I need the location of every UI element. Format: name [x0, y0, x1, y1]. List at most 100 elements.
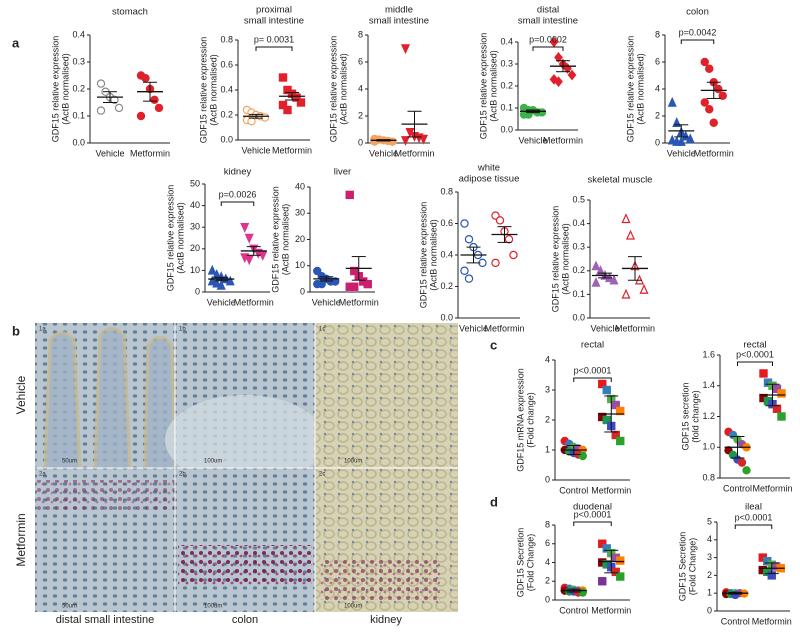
data-point	[225, 275, 235, 286]
p-value: p=0.0026	[219, 189, 257, 199]
data-point	[345, 190, 354, 200]
y-tick-label: 0.6	[440, 218, 453, 228]
y-axis-label: (ActB normalised)	[280, 204, 290, 276]
data-point	[207, 275, 217, 286]
data-point	[772, 404, 782, 414]
chart-title: small intestine	[369, 16, 429, 27]
data-point	[110, 95, 119, 105]
y-tick-label: 0.4	[440, 249, 453, 259]
data-point	[777, 389, 786, 398]
x-tick-label: Vehicle	[518, 135, 547, 145]
p-value: p=0.0002	[529, 34, 567, 44]
dot-plot: ileal GDF15 Secretion (Fold Change) 0 1 2 3 4 5 C…	[677, 502, 791, 627]
data-point	[602, 385, 611, 395]
significance-bracket	[737, 361, 773, 366]
scale-bar-label: 100um	[204, 604, 222, 610]
dot-plot: stomach GDF15 relative expression (ActB no…	[50, 7, 170, 159]
y-tick-label: 0.4	[500, 36, 513, 46]
y-axis-label: GDF15 relative expression	[198, 37, 208, 144]
scale-bar-label: 100um	[204, 459, 222, 465]
data-point	[718, 91, 727, 100]
y-tick-label: 1.4	[702, 380, 715, 390]
y-tick-label: 3	[707, 552, 712, 562]
x-tick-label: Vehicle	[95, 148, 124, 158]
y-tick-label: 0.8	[440, 186, 453, 196]
p-value: p=0.0042	[679, 27, 717, 37]
data-point	[96, 106, 106, 115]
x-tick-label: Vehicle	[667, 148, 696, 158]
x-tick-label: Metformin	[339, 297, 379, 307]
x-tick-label: Metformin	[752, 616, 792, 626]
y-axis-label: GDF15 Secretion	[515, 528, 525, 598]
x-tick-label: Metformin	[694, 148, 734, 158]
y-tick-label: 2	[707, 570, 712, 580]
data-point	[141, 73, 150, 83]
data-point	[150, 95, 159, 105]
y-axis-label: (ActB normalised)	[635, 53, 645, 125]
data-point	[464, 235, 474, 244]
significance-bracket	[532, 46, 564, 51]
data-point	[737, 458, 747, 467]
data-point	[616, 556, 625, 565]
y-tick-label: 4	[655, 83, 660, 93]
data-point	[700, 98, 709, 107]
y-tick-label: 0.4	[572, 218, 585, 228]
data-point	[709, 118, 718, 127]
y-tick-label: 0.2	[220, 109, 233, 119]
data-point	[317, 279, 326, 289]
p-value: p<0.0001	[574, 365, 612, 375]
data-point	[611, 430, 620, 440]
y-tick-label: 50	[190, 178, 200, 188]
y-tick-label: 40	[190, 200, 200, 210]
data-point	[363, 279, 372, 289]
y-tick-label: 1.6	[702, 349, 715, 359]
y-tick-label: 30	[295, 208, 305, 218]
y-tick-label: 30	[190, 222, 200, 232]
data-point	[292, 93, 301, 102]
data-point	[350, 282, 359, 291]
data-point	[418, 134, 429, 145]
y-axis-label: (Fold Change)	[687, 538, 697, 596]
data-point	[598, 379, 607, 389]
x-tick-label: Vehicle	[459, 323, 488, 333]
y-tick-label: 8	[655, 29, 660, 39]
y-tick-label: 8	[358, 29, 363, 39]
dot-plot: liver GDF15 relative expression (ActB norm…	[270, 167, 378, 308]
data-point	[400, 44, 411, 55]
micrograph	[175, 468, 315, 612]
y-tick-label: 3	[545, 384, 550, 394]
x-tick-label: Control	[559, 605, 588, 615]
data-point	[639, 284, 649, 294]
data-point	[621, 288, 631, 299]
data-point	[681, 130, 691, 141]
tile-label: 2a	[39, 472, 46, 478]
significance-bracket	[573, 521, 612, 526]
data-point	[591, 276, 601, 287]
data-point	[685, 133, 695, 144]
chart-title: kidney	[224, 167, 252, 178]
y-tick-label: 4	[358, 83, 363, 93]
data-point	[611, 400, 620, 410]
significance-bracket	[680, 39, 715, 44]
data-point	[114, 103, 124, 113]
x-tick-label: Metformin	[130, 148, 170, 158]
y-tick-label: 1.2	[702, 411, 715, 421]
y-tick-label: 20	[190, 243, 200, 253]
data-point	[554, 76, 563, 87]
x-tick-label: Vehicle	[241, 145, 270, 155]
y-axis-label: GDF15 relative expression	[418, 202, 428, 309]
y-axis-label: GDF15 relative expression	[550, 206, 560, 313]
significance-bracket	[573, 377, 612, 382]
y-axis-label: GDF15 relative expression	[478, 33, 488, 140]
y-axis-label: (fold change)	[690, 390, 700, 443]
y-tick-label: 1	[707, 588, 712, 598]
data-point	[313, 266, 322, 276]
data-point	[509, 250, 518, 260]
data-point	[705, 105, 714, 114]
significance-bracket	[734, 524, 773, 529]
x-tick-label: Vehicle	[369, 148, 398, 158]
data-point	[460, 266, 469, 275]
